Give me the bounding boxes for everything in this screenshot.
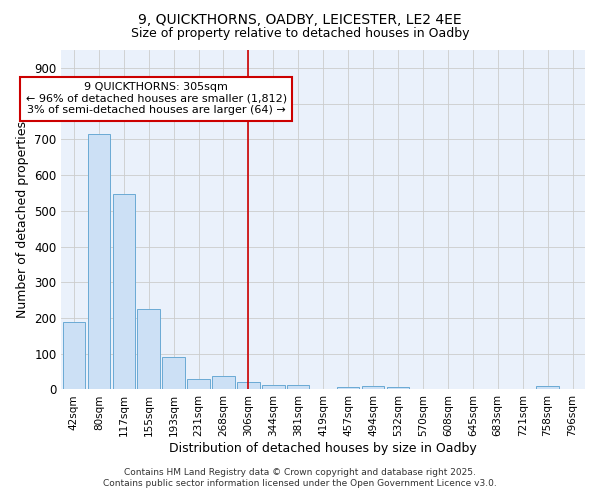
Text: 9, QUICKTHORNS, OADBY, LEICESTER, LE2 4EE: 9, QUICKTHORNS, OADBY, LEICESTER, LE2 4E… bbox=[138, 12, 462, 26]
X-axis label: Distribution of detached houses by size in Oadby: Distribution of detached houses by size … bbox=[169, 442, 477, 455]
Bar bbox=[536, 386, 559, 390]
Bar bbox=[187, 380, 210, 390]
Text: 9 QUICKTHORNS: 305sqm
← 96% of detached houses are smaller (1,812)
3% of semi-de: 9 QUICKTHORNS: 305sqm ← 96% of detached … bbox=[26, 82, 287, 116]
Bar bbox=[387, 388, 409, 390]
Y-axis label: Number of detached properties: Number of detached properties bbox=[16, 121, 29, 318]
Bar bbox=[337, 386, 359, 390]
Bar bbox=[262, 385, 284, 390]
Bar bbox=[113, 194, 135, 390]
Bar bbox=[237, 382, 260, 390]
Text: Contains HM Land Registry data © Crown copyright and database right 2025.
Contai: Contains HM Land Registry data © Crown c… bbox=[103, 468, 497, 487]
Bar bbox=[362, 386, 384, 390]
Bar bbox=[287, 385, 310, 390]
Text: Size of property relative to detached houses in Oadby: Size of property relative to detached ho… bbox=[131, 28, 469, 40]
Bar bbox=[212, 376, 235, 390]
Bar bbox=[88, 134, 110, 390]
Bar bbox=[62, 322, 85, 390]
Bar bbox=[163, 358, 185, 390]
Bar bbox=[137, 310, 160, 390]
